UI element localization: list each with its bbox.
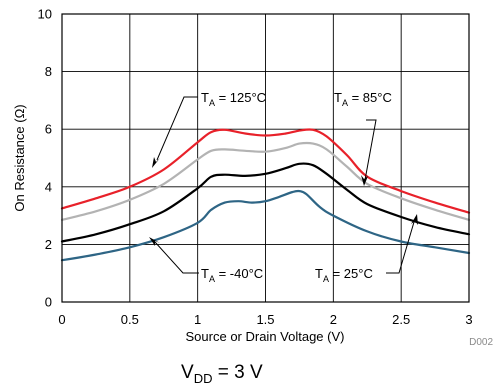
x-tick-label: 2.5 (392, 312, 410, 327)
y-tick-label: 2 (45, 237, 52, 252)
y-tick-label: 6 (45, 122, 52, 137)
arrow-125c (152, 157, 160, 168)
y-tick-label: 8 (45, 64, 52, 79)
x-tick-label: 0 (58, 312, 65, 327)
annotation-leaders (154, 96, 415, 274)
y-tick-label: 0 (45, 295, 52, 310)
annotation-n40c: TA = -40°C (201, 266, 263, 284)
annotation-arrowheads (149, 157, 418, 246)
supply-voltage-note: VDD = 3 V (181, 362, 263, 385)
leader-85c (364, 119, 377, 181)
grid-lines (62, 14, 469, 302)
leader-125c (156, 96, 198, 161)
arrow-25c (411, 214, 418, 225)
y-tick-label: 10 (38, 7, 52, 22)
x-tick-label: 0.5 (121, 312, 139, 327)
annotation-125c: TA = 125°C (201, 90, 266, 108)
series-line-1 (60, 141, 471, 221)
arrow-n40c (149, 237, 160, 246)
series-line-3 (60, 189, 471, 262)
annotation-85c: TA = 85°C (334, 90, 392, 108)
series-line-2 (60, 162, 471, 243)
plot-frame (61, 13, 470, 303)
x-tick-label: 3 (465, 312, 472, 327)
x-axis-label: Source or Drain Voltage (V) (186, 329, 345, 344)
y-tick-label: 4 (45, 179, 52, 194)
x-tick-label: 2 (330, 312, 337, 327)
y-tick-labels: 0 2 4 6 8 10 (38, 7, 52, 310)
leader-n40c (154, 241, 199, 274)
series-lines (60, 128, 471, 262)
annotation-25c: TA = 25°C (315, 266, 373, 284)
arrow-85c (361, 175, 368, 186)
figure-id: D002 (469, 337, 493, 348)
series-line-0 (60, 128, 471, 214)
y-axis-label: On Resistance (Ω) (12, 104, 27, 211)
x-tick-label: 1 (194, 312, 201, 327)
x-tick-label: 1.5 (256, 312, 274, 327)
x-tick-labels: 0 0.5 1 1.5 2 2.5 3 (58, 312, 472, 327)
leader-25c (386, 221, 415, 274)
